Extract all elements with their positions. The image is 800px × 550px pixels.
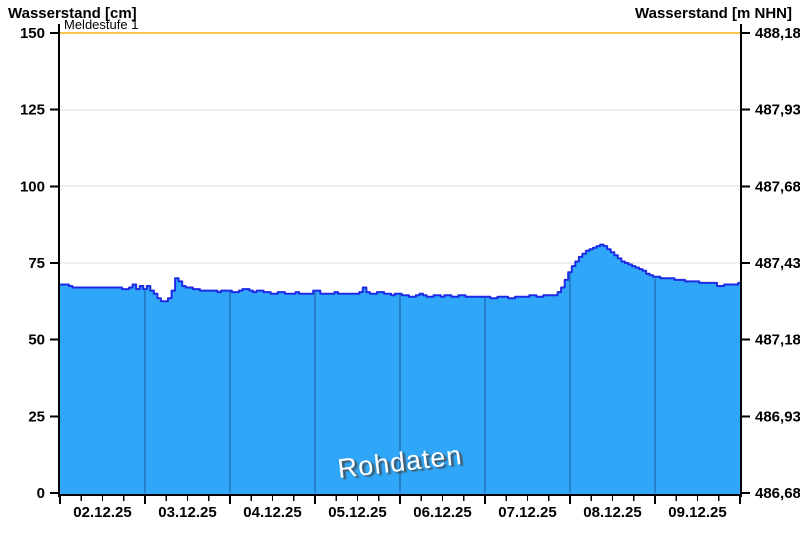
y-right-tick-label: 488,18 (755, 25, 800, 42)
y-left-tick-label: 100 (20, 178, 45, 195)
left-axis-title: Wasserstand [cm] (8, 5, 137, 22)
x-date-label: 02.12.25 (73, 504, 131, 521)
right-axis-title: Wasserstand [m NHN] (635, 5, 792, 22)
x-date-label: 04.12.25 (243, 504, 301, 521)
y-right-tick-label: 487,18 (755, 332, 800, 349)
y-left-tick-label: 25 (28, 408, 45, 425)
y-right-tick-label: 486,93 (755, 408, 800, 425)
x-date-label: 08.12.25 (583, 504, 641, 521)
y-left-tick-label: 125 (20, 102, 45, 119)
water-level-area (60, 244, 740, 494)
water-level-line (60, 243, 740, 303)
alert-level-label: Meldestufe 1 (64, 17, 139, 32)
y-right-tick-label: 487,68 (755, 178, 800, 195)
x-date-label: 06.12.25 (413, 504, 471, 521)
x-date-label: 03.12.25 (158, 504, 216, 521)
x-date-label: 05.12.25 (328, 504, 386, 521)
y-right-tick-label: 487,43 (755, 255, 800, 272)
y-left-tick-label: 75 (28, 255, 45, 272)
y-left-tick-label: 150 (20, 25, 45, 42)
x-date-label: 09.12.25 (668, 504, 726, 521)
x-date-label: 07.12.25 (498, 504, 556, 521)
y-right-tick-label: 486,68 (755, 485, 800, 502)
y-left-tick-label: 0 (37, 485, 45, 502)
y-left-tick-label: 50 (28, 332, 45, 349)
y-right-tick-label: 487,93 (755, 102, 800, 119)
